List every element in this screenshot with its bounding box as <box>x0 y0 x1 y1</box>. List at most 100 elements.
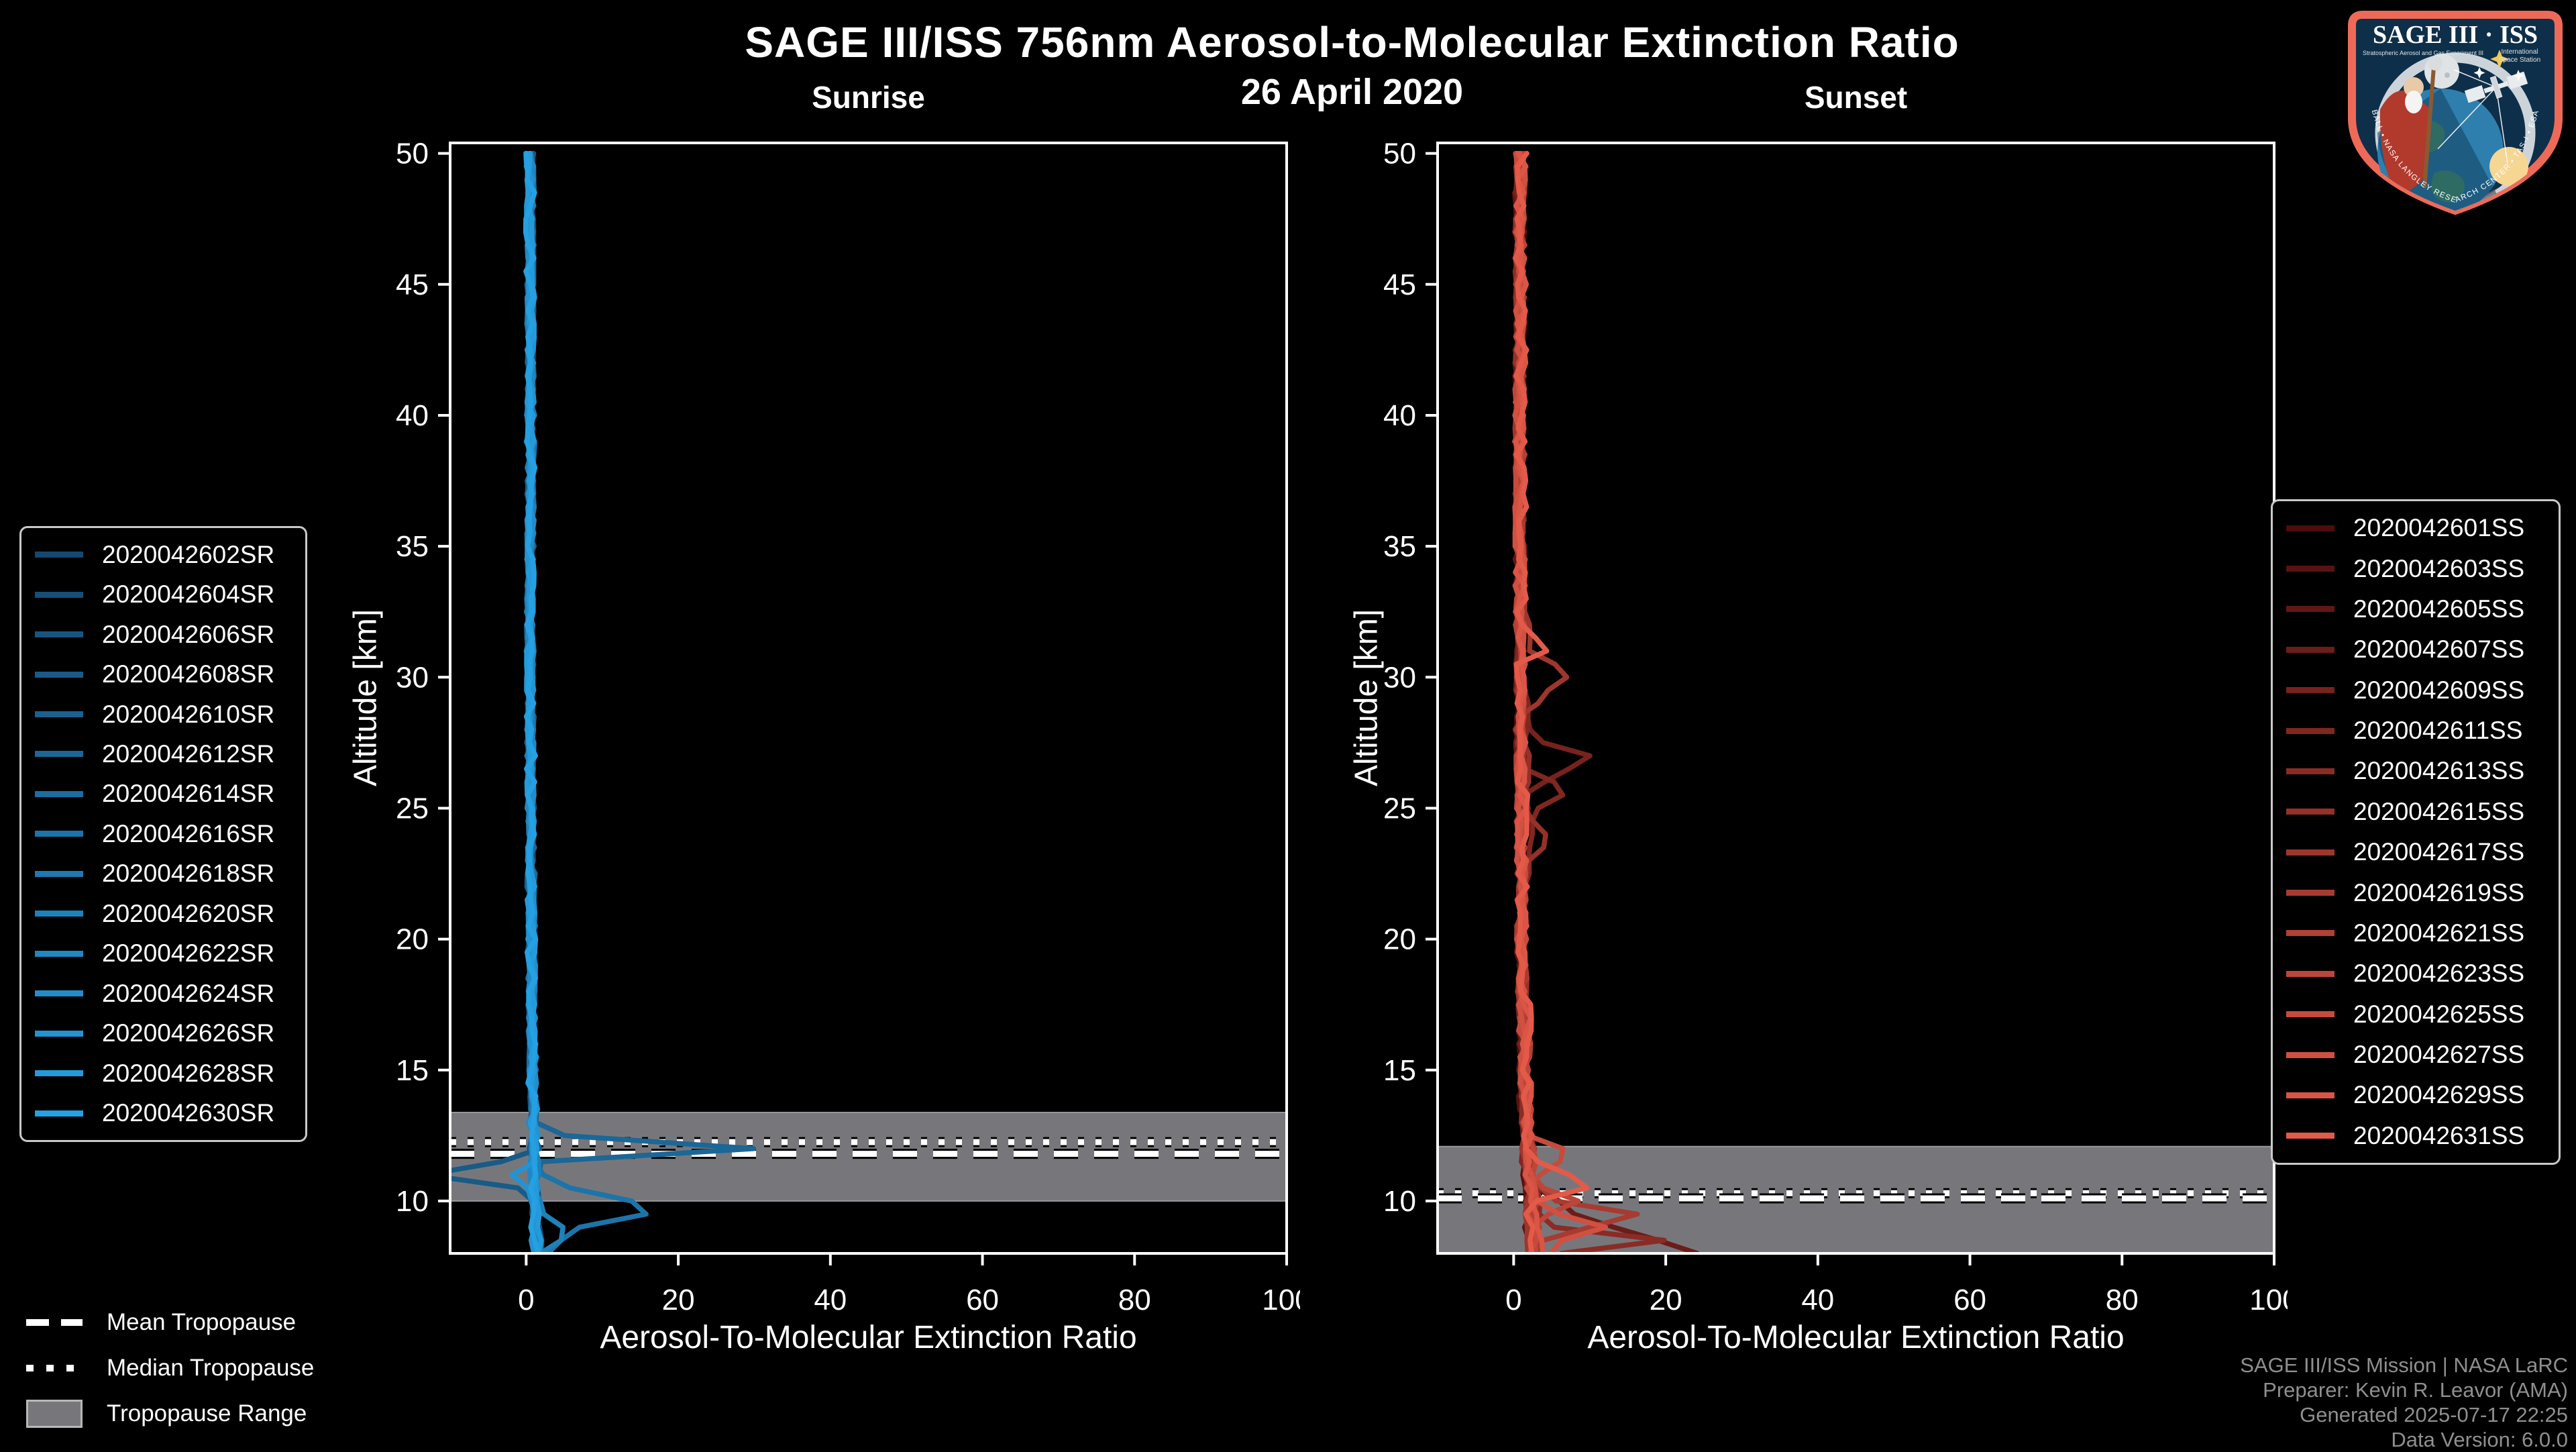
legend-item-2020042624SR: 2020042624SR <box>35 980 305 1008</box>
y-tick-label: 15 <box>396 1054 429 1087</box>
legend-item-mean-tropopause: Mean Tropopause <box>26 1307 314 1338</box>
legend-item-2020042601SS: 2020042601SS <box>2286 514 2559 542</box>
legend-item-2020042607SS: 2020042607SS <box>2286 635 2559 664</box>
legend-label: 2020042607SS <box>2353 635 2525 664</box>
y-tick-label: 25 <box>1383 792 1416 825</box>
legend-swatch <box>2286 849 2334 855</box>
legend-label: 2020042606SR <box>102 620 275 648</box>
x-tick-label: 100 <box>1262 1284 1300 1316</box>
legend-swatch <box>35 1070 83 1077</box>
legend-label: 2020042609SS <box>2353 676 2525 704</box>
legend-label: 2020042605SS <box>2353 594 2525 623</box>
legend-label: 2020042612SR <box>102 739 275 768</box>
legend-swatch <box>2286 646 2334 653</box>
legend-item-2020042609SS: 2020042609SS <box>2286 676 2559 705</box>
legend-swatch <box>2286 1011 2334 1018</box>
legend-item-2020042620SR: 2020042620SR <box>35 900 305 928</box>
legend-item-2020042621SS: 2020042621SS <box>2286 919 2559 947</box>
profile-line-2020042608SR <box>450 150 543 1253</box>
x-axis-label-sunrise: Aerosol-To-Molecular Extinction Ratio <box>600 1320 1137 1355</box>
legend-item-2020042614SR: 2020042614SR <box>35 780 305 808</box>
y-tick-label: 50 <box>1383 138 1416 170</box>
x-tick-label: 0 <box>1505 1284 1521 1316</box>
x-axis-label-sunset: Aerosol-To-Molecular Extinction Ratio <box>1587 1320 2125 1355</box>
legend-swatch <box>35 1030 83 1037</box>
y-tick-label: 10 <box>1383 1185 1416 1218</box>
legend-label: 2020042617SS <box>2353 838 2525 866</box>
legend-label: 2020042611SS <box>2353 717 2523 745</box>
legend-swatch <box>2286 566 2334 572</box>
legend-label: Median Tropopause <box>107 1355 315 1381</box>
legend-item-2020042626SR: 2020042626SR <box>35 1019 305 1047</box>
legend-label: 2020042622SR <box>102 939 275 968</box>
legend-swatch <box>35 631 83 638</box>
profile-line-2020042628SR <box>524 150 544 1253</box>
legend-swatch <box>35 711 83 718</box>
legend-swatch <box>2286 606 2334 613</box>
profile-line-2020042612SR <box>524 150 757 1253</box>
logo-subtitle-right-2: Space Station <box>2499 56 2540 64</box>
legend-item-2020042605SS: 2020042605SS <box>2286 595 2559 623</box>
legend-label: 2020042616SR <box>102 819 275 847</box>
legend-label: Tropopause Range <box>107 1400 307 1427</box>
legend-item-2020042625SS: 2020042625SS <box>2286 1000 2559 1029</box>
legend-label: 2020042628SR <box>102 1059 275 1087</box>
legend-label: 2020042601SS <box>2353 514 2525 542</box>
attribution-block: SAGE III/ISS Mission | NASA LaRC Prepare… <box>2240 1353 2568 1452</box>
legend-swatch <box>2286 1092 2334 1098</box>
legend-swatch <box>2286 1133 2334 1139</box>
sunset-event-legend: 2020042601SS 2020042603SS 2020042605SS 2020… <box>2271 499 2561 1165</box>
legend-label: 2020042631SS <box>2353 1121 2525 1149</box>
logo-beams <box>2437 69 2508 164</box>
legend-label: 2020042623SS <box>2353 960 2525 988</box>
y-tick-label: 35 <box>1383 530 1416 563</box>
legend-label: 2020042614SR <box>102 780 275 808</box>
legend-swatch <box>35 552 83 558</box>
legend-label: 2020042603SS <box>2353 554 2525 582</box>
legend-label: 2020042618SR <box>102 860 275 888</box>
legend-item-2020042618SR: 2020042618SR <box>35 860 305 888</box>
y-tick-label: 40 <box>396 399 429 432</box>
legend-label: 2020042608SR <box>102 660 275 688</box>
x-tick-label: 60 <box>1953 1284 1986 1316</box>
y-tick-label: 45 <box>396 268 429 301</box>
tropopause-legend: Mean Tropopause Median Tropopause Tropop… <box>26 1307 314 1429</box>
legend-swatch <box>2286 525 2334 531</box>
legend-swatch <box>2286 890 2334 896</box>
moon-crater <box>2445 72 2450 78</box>
legend-item-2020042616SR: 2020042616SR <box>35 820 305 848</box>
mean-tropopause-line-swatch <box>26 1319 83 1326</box>
x-tick-label: 40 <box>814 1284 847 1316</box>
attribution-line: Generated 2025-07-17 22:25 <box>2300 1403 2568 1427</box>
legend-item-2020042603SS: 2020042603SS <box>2286 555 2559 583</box>
plot-frame <box>1436 142 2275 1255</box>
legend-item-2020042629SS: 2020042629SS <box>2286 1081 2559 1109</box>
legend-label: 2020042627SS <box>2353 1041 2525 1069</box>
legend-item-tropopause-range: Tropopause Range <box>26 1398 314 1429</box>
legend-item-2020042612SR: 2020042612SR <box>35 740 305 768</box>
legend-item-2020042617SS: 2020042617SS <box>2286 838 2559 866</box>
sunset-plot-area <box>1438 150 2274 1253</box>
legend-label: Mean Tropopause <box>107 1309 297 1335</box>
median-tropopause-line-swatch <box>26 1365 83 1371</box>
y-tick-label: 35 <box>396 530 429 563</box>
legend-label: 2020042615SS <box>2353 797 2525 825</box>
y-tick-label: 10 <box>396 1185 429 1218</box>
legend-item-2020042619SS: 2020042619SS <box>2286 879 2559 907</box>
legend-label: 2020042629SS <box>2353 1081 2525 1109</box>
legend-swatch <box>35 790 83 797</box>
legend-swatch <box>35 1110 83 1117</box>
legend-swatch <box>35 591 83 598</box>
legend-label: 2020042620SR <box>102 899 275 927</box>
figure-title: SAGE III/ISS 756nm Aerosol-to-Molecular … <box>745 18 1960 66</box>
legend-label: 2020042624SR <box>102 979 275 1007</box>
y-tick-label: 45 <box>1383 268 1416 301</box>
legend-swatch <box>2286 727 2334 734</box>
legend-label: 2020042613SS <box>2353 757 2525 785</box>
panel-title-sunrise: Sunrise <box>812 80 925 115</box>
legend-swatch <box>2286 1051 2334 1058</box>
legend-item-2020042628SR: 2020042628SR <box>35 1059 305 1088</box>
x-tick-label: 40 <box>1801 1284 1834 1316</box>
logo-title: SAGE III · ISS <box>2373 21 2538 49</box>
legend-swatch <box>35 870 83 877</box>
